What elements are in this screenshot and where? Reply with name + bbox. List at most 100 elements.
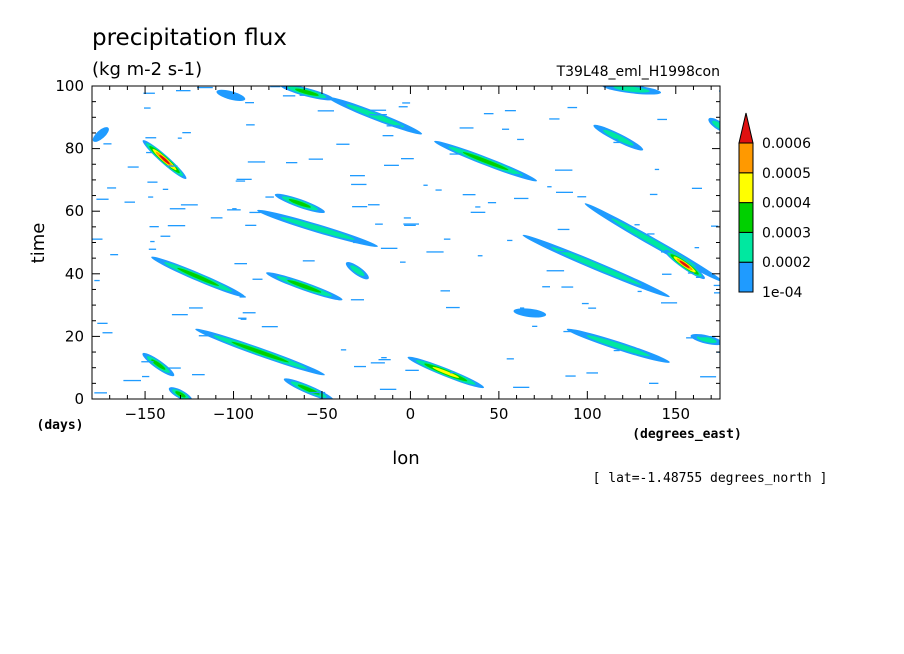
precip-speck bbox=[423, 184, 428, 186]
precip-speck bbox=[483, 113, 494, 115]
precip-speck bbox=[102, 332, 113, 334]
precip-feature bbox=[195, 328, 325, 376]
precip-speck bbox=[450, 372, 455, 374]
precip-speck bbox=[177, 137, 182, 139]
precip-speck bbox=[197, 86, 213, 89]
precip-speck bbox=[261, 326, 278, 328]
precip-speck bbox=[270, 86, 281, 88]
y-tick-label: 0 bbox=[74, 390, 84, 408]
precip-speck bbox=[649, 193, 658, 196]
precip-speck bbox=[435, 189, 442, 191]
colorbar-label: 0.0005 bbox=[762, 166, 811, 182]
precip-speck bbox=[577, 196, 587, 198]
precip-speck bbox=[700, 376, 717, 378]
precip-speck bbox=[232, 208, 237, 210]
precip-speck bbox=[141, 361, 154, 363]
precip-speck bbox=[124, 201, 135, 203]
precip-speck bbox=[235, 180, 246, 182]
precip-speck bbox=[167, 367, 181, 369]
precip-feature bbox=[566, 328, 670, 363]
precip-speck bbox=[92, 238, 103, 240]
precip-feature bbox=[280, 86, 334, 101]
precip-speck bbox=[97, 322, 108, 324]
precip-speck bbox=[558, 251, 571, 253]
colorbar-swatch bbox=[738, 261, 754, 293]
precip-speck bbox=[446, 306, 460, 309]
precip-speck bbox=[507, 239, 513, 242]
x-tick-label: 100 bbox=[573, 405, 602, 423]
colorbar-label: 0.0002 bbox=[762, 255, 811, 271]
precip-speck bbox=[238, 317, 247, 319]
colorbar-swatch bbox=[738, 142, 754, 174]
contour-band bbox=[432, 366, 460, 378]
precip-speck bbox=[581, 302, 589, 305]
precip-speck bbox=[384, 164, 399, 166]
precip-speck bbox=[150, 240, 155, 243]
precip-speck bbox=[286, 162, 298, 164]
precip-speck bbox=[440, 290, 450, 292]
y-tick-label: 100 bbox=[55, 77, 84, 95]
precip-speck bbox=[378, 359, 391, 361]
precip-speck bbox=[403, 217, 411, 219]
contour-band bbox=[151, 359, 166, 370]
precip-speck bbox=[94, 392, 107, 394]
colorbar-swatch bbox=[738, 231, 754, 263]
precip-speck bbox=[563, 330, 575, 333]
precip-speck bbox=[265, 196, 274, 198]
precip-speck bbox=[242, 312, 256, 314]
x-tick-label: −100 bbox=[213, 405, 254, 423]
precip-feature bbox=[168, 387, 193, 399]
colorbar-label: 0.0006 bbox=[762, 136, 811, 152]
precip-speck bbox=[142, 375, 150, 378]
colorbar-swatch bbox=[738, 172, 754, 204]
precip-speck bbox=[252, 278, 263, 280]
precip-speck bbox=[400, 261, 406, 263]
precip-speck bbox=[504, 110, 516, 112]
precip-speck bbox=[352, 206, 368, 208]
precip-speck bbox=[148, 248, 157, 250]
precip-speck bbox=[123, 379, 141, 382]
precip-speck bbox=[557, 228, 570, 231]
x-tick-label: 0 bbox=[406, 405, 416, 423]
precip-speck bbox=[520, 307, 525, 309]
x-tick-label: 50 bbox=[489, 405, 508, 423]
precip-speck bbox=[247, 161, 266, 163]
precip-speck bbox=[546, 270, 565, 272]
precip-speck bbox=[443, 238, 451, 240]
precip-speck bbox=[379, 388, 397, 390]
precip-speck bbox=[350, 175, 365, 177]
precip-speck bbox=[210, 217, 223, 219]
precip-speck bbox=[160, 235, 171, 237]
precip-speck bbox=[227, 209, 241, 211]
precip-speck bbox=[317, 110, 334, 112]
x-axis-label: lon bbox=[392, 448, 419, 469]
precip-speck bbox=[350, 299, 364, 301]
precip-speck bbox=[654, 168, 660, 171]
precip-speck bbox=[475, 206, 481, 208]
precip-speck bbox=[547, 186, 552, 188]
precip-speck bbox=[169, 208, 186, 210]
precip-speck bbox=[470, 211, 486, 213]
precip-speck bbox=[459, 127, 474, 129]
precip-speck bbox=[245, 224, 257, 226]
precip-speck bbox=[549, 118, 560, 120]
precip-feature bbox=[407, 356, 485, 389]
precip-speck bbox=[713, 284, 720, 287]
precip-speck bbox=[513, 173, 521, 176]
y-tick-label: 20 bbox=[65, 327, 84, 345]
precip-speck bbox=[192, 374, 205, 376]
precip-speck bbox=[401, 158, 414, 160]
precip-speck bbox=[282, 95, 296, 97]
precip-feature bbox=[345, 261, 369, 280]
x-tick-label: −150 bbox=[124, 405, 165, 423]
precip-feature bbox=[522, 234, 670, 298]
contour-band bbox=[288, 199, 312, 208]
precip-speck bbox=[144, 107, 151, 109]
precip-speck bbox=[336, 143, 350, 145]
precip-speck bbox=[180, 204, 198, 206]
precip-speck bbox=[634, 224, 640, 226]
precip-feature bbox=[92, 127, 109, 142]
precip-speck bbox=[637, 290, 642, 293]
precip-feature bbox=[708, 117, 720, 133]
precip-speck bbox=[143, 92, 155, 94]
